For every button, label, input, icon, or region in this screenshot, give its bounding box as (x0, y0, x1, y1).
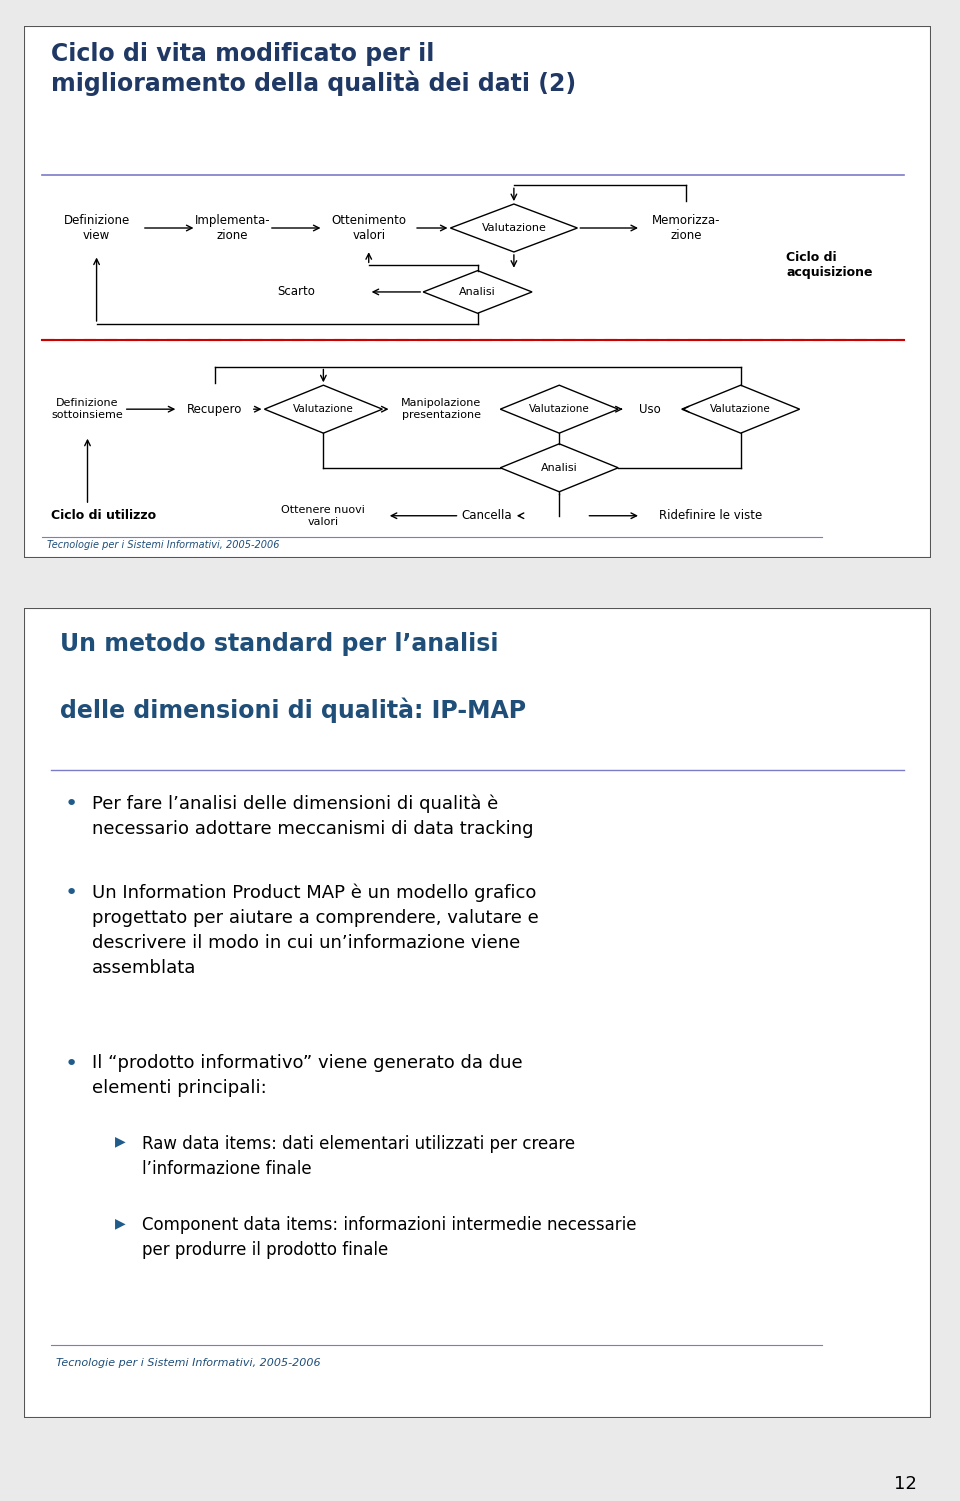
Text: Manipolazione
presentazione: Manipolazione presentazione (401, 398, 481, 420)
Text: Analisi: Analisi (459, 287, 496, 297)
Text: delle dimensioni di qualità: IP-MAP: delle dimensioni di qualità: IP-MAP (60, 696, 526, 722)
Text: Implementa-
zione: Implementa- zione (195, 215, 271, 242)
Text: Ciclo di utilizzo: Ciclo di utilizzo (51, 509, 156, 522)
Text: Component data items: informazioni intermedie necessarie
per produrre il prodott: Component data items: informazioni inter… (142, 1216, 636, 1259)
Polygon shape (500, 444, 618, 492)
Text: Recupero: Recupero (187, 402, 242, 416)
Polygon shape (264, 386, 382, 434)
Text: Valutazione: Valutazione (482, 224, 546, 233)
Text: Analisi: Analisi (540, 462, 578, 473)
Text: Memorizza-
zione: Memorizza- zione (652, 215, 721, 242)
Text: Raw data items: dati elementari utilizzati per creare
l’informazione finale: Raw data items: dati elementari utilizza… (142, 1135, 575, 1178)
Text: Un Information Product MAP è un modello grafico
progettato per aiutare a compren: Un Information Product MAP è un modello … (92, 884, 539, 977)
Text: •: • (65, 794, 78, 815)
Text: •: • (65, 884, 78, 904)
Polygon shape (423, 270, 532, 314)
Text: Per fare l’analisi delle dimensioni di qualità è
necessario adottare meccanismi : Per fare l’analisi delle dimensioni di q… (92, 794, 534, 838)
Text: Definizione
sottoinsieme: Definizione sottoinsieme (52, 398, 124, 420)
Text: Ottenimento
valori: Ottenimento valori (331, 215, 406, 242)
Text: •: • (65, 1054, 78, 1073)
Text: Tecnologie per i Sistemi Informativi, 2005-2006: Tecnologie per i Sistemi Informativi, 20… (47, 540, 279, 549)
Text: Valutazione: Valutazione (529, 404, 589, 414)
Text: Il “prodotto informativo” viene generato da due
elementi principali:: Il “prodotto informativo” viene generato… (92, 1054, 522, 1097)
Polygon shape (450, 204, 577, 252)
Text: 12: 12 (894, 1475, 917, 1493)
Text: Ciclo di vita modificato per il
miglioramento della qualità dei dati (2): Ciclo di vita modificato per il migliora… (51, 42, 576, 96)
Text: Ottenere nuovi
valori: Ottenere nuovi valori (281, 504, 366, 527)
Text: ▶: ▶ (115, 1216, 126, 1229)
Text: ▶: ▶ (115, 1135, 126, 1148)
Text: Un metodo standard per l’analisi: Un metodo standard per l’analisi (60, 632, 499, 656)
Text: Valutazione: Valutazione (293, 404, 353, 414)
Text: Valutazione: Valutazione (710, 404, 771, 414)
Text: Tecnologie per i Sistemi Informativi, 2005-2006: Tecnologie per i Sistemi Informativi, 20… (56, 1357, 321, 1367)
Text: Definizione
view: Definizione view (63, 215, 130, 242)
Text: Uso: Uso (639, 402, 660, 416)
Text: Scarto: Scarto (277, 285, 315, 299)
Text: Cancella: Cancella (462, 509, 512, 522)
Text: Ciclo di
acquisizione: Ciclo di acquisizione (786, 251, 873, 279)
Polygon shape (500, 386, 618, 434)
Text: Ridefinire le viste: Ridefinire le viste (659, 509, 762, 522)
Polygon shape (682, 386, 800, 434)
